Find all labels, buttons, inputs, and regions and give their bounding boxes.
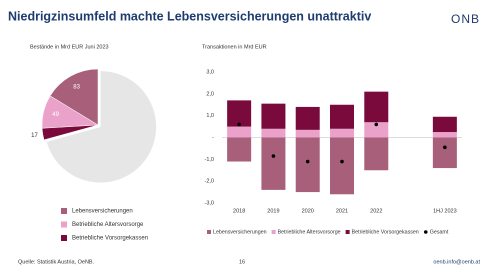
total-dot [374, 122, 379, 127]
bar-segment [295, 129, 320, 138]
y-tick-label: -3,0 [205, 200, 214, 206]
bar-segment [261, 103, 286, 129]
bar-segment [227, 137, 252, 162]
total-dot [443, 145, 447, 150]
y-tick-label: 3,0 [206, 69, 214, 75]
bar-segment [364, 137, 389, 171]
x-tick-label: 1HJ 2023 [433, 208, 457, 214]
legend-swatch [345, 230, 350, 234]
legend-label: Lebensversicherungen [72, 209, 133, 215]
x-tick-label: 2019 [267, 208, 279, 214]
x-tick-label: 2021 [336, 208, 348, 214]
total-dot [340, 159, 344, 164]
pie-slice [41, 124, 99, 141]
legend-label: Betriebliche Altersvorsorge [72, 222, 144, 228]
y-tick-label: -1,0 [205, 157, 214, 163]
x-tick-label: 2020 [302, 208, 314, 214]
bar-segment [295, 137, 320, 193]
legend-swatch [61, 208, 67, 214]
chart-title: Transaktionen in Mrd EUR [202, 44, 267, 50]
bar-segment [330, 104, 354, 129]
bar-segment [227, 126, 252, 138]
y-tick-label: 1,0 [206, 113, 214, 119]
legend-swatch [423, 230, 428, 234]
pie-slice [46, 70, 157, 184]
x-tick-label: 2018 [233, 208, 245, 214]
bar-segment [261, 137, 286, 190]
legend-label: Betriebliche Vorsorgekassen [352, 229, 419, 235]
legend-swatch [61, 235, 67, 241]
bar-segment [227, 100, 252, 127]
legend-swatch [61, 221, 67, 228]
data-label: 17 [31, 133, 38, 139]
legend-label: Gesamt [430, 229, 449, 235]
data-label: 83 [73, 85, 80, 91]
bar-segment [261, 128, 286, 138]
x-tick-label: 2022 [370, 208, 382, 214]
bar-segment [330, 128, 354, 138]
email: oenb.info@oenb.at [433, 259, 480, 265]
legend-swatch [207, 230, 211, 234]
legend-label: Betriebliche Vorsorgekassen [72, 236, 148, 242]
y-tick-label: 2,0 [206, 91, 214, 97]
bar-segment [432, 137, 457, 169]
slide-title: Niedrigzinsumfeld machte Lebensversicher… [8, 9, 371, 23]
bar-segment [295, 106, 320, 130]
total-dot [271, 154, 276, 158]
total-dot [237, 122, 241, 127]
total-dot [305, 159, 310, 164]
legend-label: Lebensversicherungen [213, 229, 267, 235]
bar-segment [432, 132, 457, 138]
logo: ONB [451, 12, 480, 26]
bar-segment [364, 122, 389, 138]
legend-swatch [271, 230, 276, 234]
legend-label: Betriebliche Altersvorsorge [278, 229, 341, 235]
bar-segment [432, 116, 457, 133]
y-tick-label: - [212, 135, 214, 141]
y-tick-label: -2,0 [205, 179, 214, 185]
bar-segment [330, 137, 354, 195]
bar-segment [364, 91, 389, 123]
chart-title: Bestände in Mrd EUR Juni 2023 [30, 44, 109, 50]
page-number: 16 [239, 259, 245, 265]
source: Quelle: Statistik Austria, OeNB. [18, 259, 95, 265]
data-label: 49 [52, 112, 59, 118]
pie-slice [49, 68, 99, 126]
